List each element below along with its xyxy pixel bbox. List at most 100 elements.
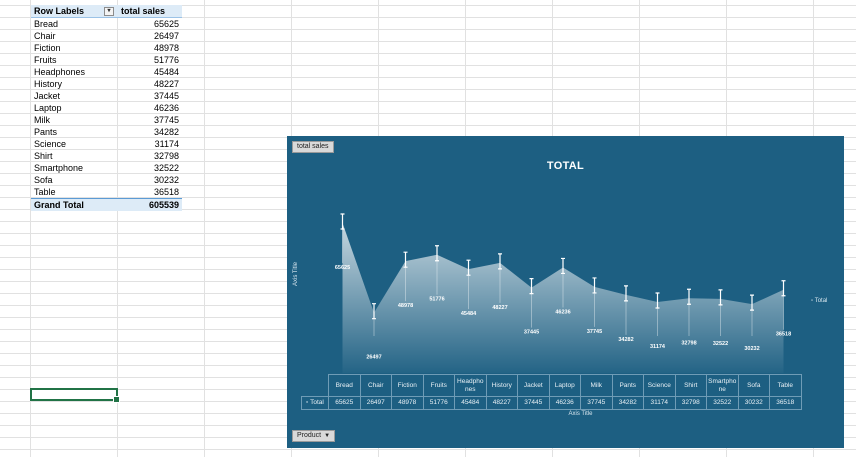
pivot-row[interactable]: Table 36518 — [31, 186, 182, 198]
x-axis-title[interactable]: Axis Title — [568, 411, 593, 417]
pivot-row-value: 37745 — [153, 115, 179, 125]
data-table-category: Sofa — [737, 374, 770, 397]
pivot-row-label: Headphones — [34, 67, 86, 77]
total-sales-field-button[interactable]: total sales — [292, 141, 334, 153]
fill-handle[interactable] — [113, 396, 120, 403]
data-table-values-row: ▫ Total 65625 26497 48978 51776 45484 48227 37… — [301, 396, 802, 410]
pivot-body: Bread 65625 Chair 26497 Fiction 48978 Fruits 51… — [31, 18, 182, 198]
grand-total-row[interactable]: Grand Total 605539 — [31, 198, 182, 211]
pivot-row[interactable]: Laptop 46236 — [31, 102, 182, 114]
pivot-row-value: 48227 — [153, 79, 179, 89]
data-point[interactable]: 48227 — [492, 253, 508, 311]
data-point[interactable]: 51776 — [429, 245, 445, 303]
pivot-row-value: 46236 — [153, 103, 179, 113]
data-point[interactable]: 26497 — [366, 303, 382, 361]
pivot-row-value: 32798 — [153, 151, 179, 161]
pivot-row[interactable]: Fruits 51776 — [31, 54, 182, 66]
pivot-row[interactable]: Science 31174 — [31, 138, 182, 150]
data-table-header-row: Bread Chair Fiction Fruits Headpho nes Histor… — [302, 374, 802, 397]
data-label[interactable]: 37445 — [524, 330, 539, 336]
selected-cell[interactable] — [30, 388, 120, 403]
data-table-category: Science — [643, 374, 676, 397]
pivot-row-value: 34282 — [153, 127, 179, 137]
data-table-value: 26497 — [359, 396, 392, 410]
pivot-row[interactable]: Sofa 30232 — [31, 174, 182, 186]
data-label[interactable]: 37745 — [587, 329, 602, 335]
data-label[interactable]: 30232 — [744, 346, 759, 352]
data-label[interactable]: 48978 — [398, 303, 413, 309]
data-point[interactable]: 34282 — [618, 285, 634, 343]
data-label[interactable]: 36518 — [776, 332, 791, 338]
pivot-row[interactable]: Milk 37745 — [31, 114, 182, 126]
data-table-category: Headpho nes — [454, 374, 487, 397]
data-table-series-name: Total — [310, 399, 324, 406]
product-button-label: Product — [297, 432, 322, 439]
pivot-row-label: Smartphone — [34, 163, 84, 173]
pivot-row-label: Sofa — [34, 175, 53, 185]
data-point[interactable]: 31174 — [650, 292, 666, 350]
chart-title[interactable]: TOTAL — [546, 160, 585, 172]
data-point[interactable]: 32798 — [681, 288, 697, 346]
data-table-category: Fiction — [391, 374, 424, 397]
data-point[interactable]: 65625 — [335, 213, 350, 271]
row-labels-header[interactable]: Row Labels ▾ — [31, 5, 117, 17]
pivot-row-value: 31174 — [154, 139, 179, 149]
data-point[interactable]: 37745 — [587, 277, 602, 335]
pivot-row-value: 26497 — [153, 31, 179, 41]
legend-label: Total — [814, 298, 828, 304]
row-labels-header-text: Row Labels — [34, 6, 85, 16]
pivot-row-value: 36518 — [153, 187, 179, 197]
data-point[interactable]: 48978 — [398, 251, 413, 309]
pivot-row[interactable]: Shirt 32798 — [31, 150, 182, 162]
error-bar — [529, 278, 534, 295]
data-label[interactable]: 45484 — [461, 311, 477, 317]
error-bar — [372, 303, 376, 320]
grand-total-value: 605539 — [148, 200, 179, 210]
data-label[interactable]: 51776 — [429, 297, 444, 303]
series-area[interactable] — [342, 223, 784, 373]
error-bar — [340, 213, 345, 230]
data-table-value: 48227 — [485, 396, 518, 410]
data-label[interactable]: 34282 — [618, 337, 633, 343]
pivot-row[interactable]: Chair 26497 — [31, 30, 182, 42]
pivot-row[interactable]: History 48227 — [31, 78, 182, 90]
error-bar — [718, 289, 723, 306]
data-label[interactable]: 48227 — [492, 305, 507, 311]
grand-total-label: Grand Total — [34, 200, 84, 210]
pivot-row[interactable]: Smartphone 32522 — [31, 162, 182, 174]
data-point[interactable]: 45484 — [461, 259, 477, 317]
legend-key-icon: ▫ — [306, 399, 309, 406]
pivot-row[interactable]: Pants 34282 — [31, 126, 182, 138]
data-table-value: 34282 — [611, 396, 644, 410]
chart-data-table[interactable]: Bread Chair Fiction Fruits Headpho nes Histor… — [301, 374, 802, 410]
pivot-row[interactable]: Bread 65625 — [31, 18, 182, 30]
data-label[interactable]: 26497 — [366, 355, 381, 361]
pivot-row-label: Table — [34, 187, 56, 197]
pivot-row[interactable]: Jacket 37445 — [31, 90, 182, 102]
data-point[interactable]: 32522 — [713, 289, 728, 347]
pivot-row[interactable]: Headphones 45484 — [31, 66, 182, 78]
data-table-series-label: ▫ Total — [301, 396, 329, 410]
data-label[interactable]: 46236 — [555, 309, 570, 315]
data-label[interactable]: 32522 — [713, 341, 728, 347]
data-table-category: Table — [769, 374, 802, 397]
filter-dropdown-icon[interactable]: ▾ — [104, 7, 114, 16]
data-point[interactable]: 46236 — [555, 257, 571, 315]
pivot-chart[interactable]: total sales TOTAL Axis Title ▫ Total 656… — [287, 136, 844, 448]
data-table-category: History — [485, 374, 518, 397]
pivot-row-label: Bread — [34, 19, 59, 29]
data-label[interactable]: 65625 — [335, 265, 350, 271]
data-label[interactable]: 31174 — [650, 344, 666, 350]
data-label[interactable]: 32798 — [681, 340, 696, 346]
plot-area[interactable]: 65625 26497 48978 51776 45484 48227 37445 46236… — [287, 136, 844, 448]
data-point[interactable]: 30232 — [744, 294, 760, 352]
pivot-row-label: Laptop — [34, 103, 62, 113]
pivot-table[interactable]: Row Labels ▾ total sales Bread 65625 Chair… — [31, 5, 182, 211]
pivot-row[interactable]: Fiction 48978 — [31, 42, 182, 54]
total-sales-header[interactable]: total sales — [121, 6, 166, 16]
data-point[interactable]: 36518 — [776, 280, 791, 338]
data-point[interactable]: 37445 — [524, 278, 539, 336]
chart-legend[interactable]: ▫ Total — [811, 298, 827, 304]
pivot-row-label: History — [34, 79, 63, 89]
product-field-button[interactable]: Product ▼ — [292, 430, 336, 442]
